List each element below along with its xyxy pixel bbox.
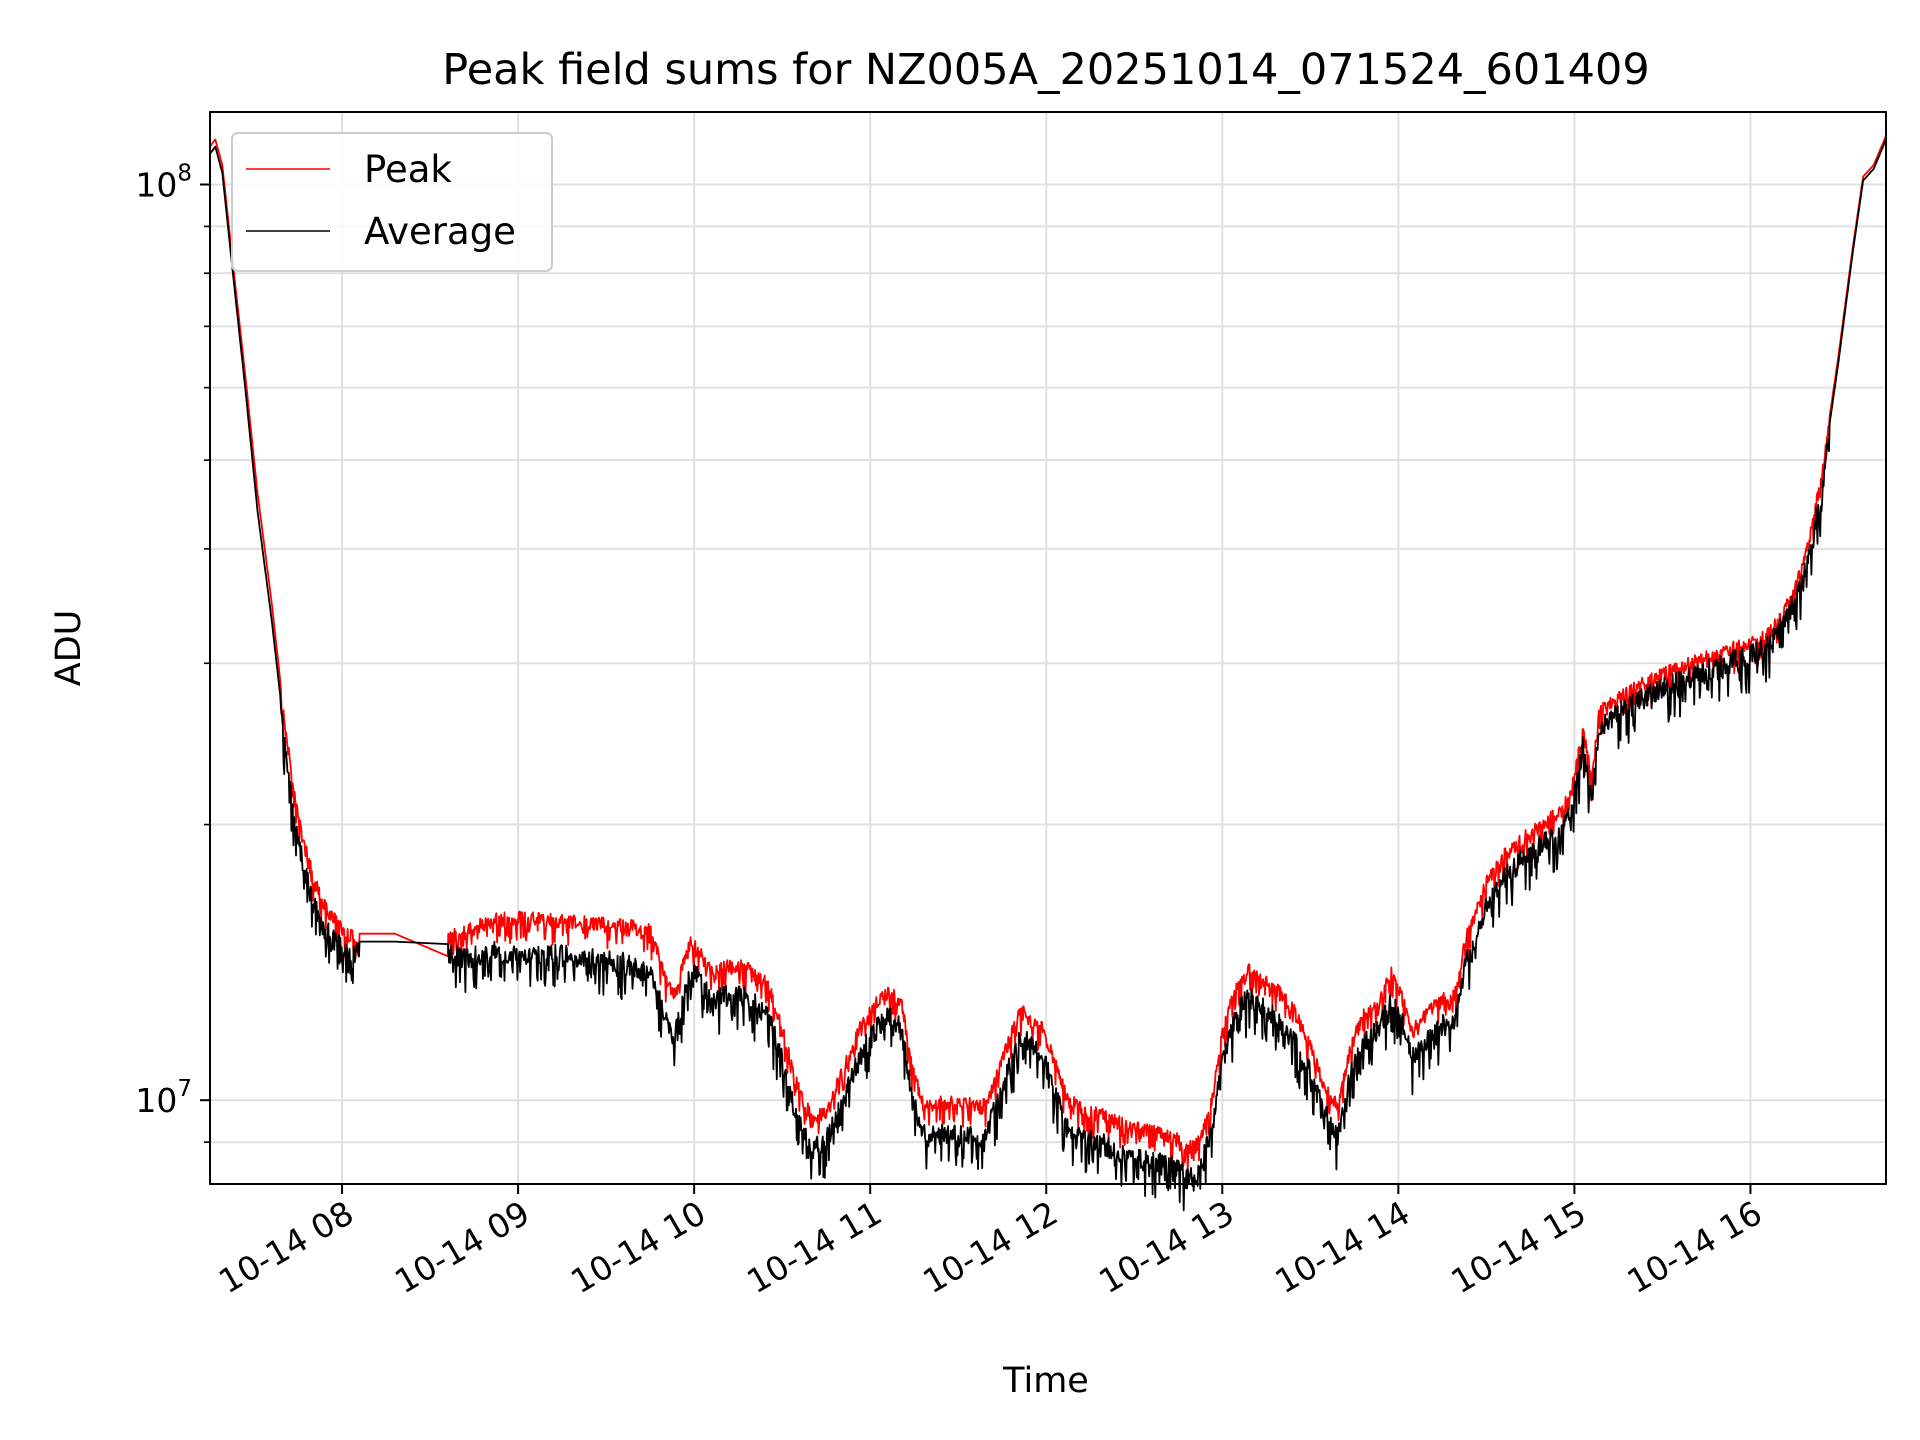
x-axis-label: Time [1002, 1361, 1089, 1401]
y-tick-base: 10 [135, 1081, 177, 1120]
chart-title: Peak field sums for NZ005A_20251014_0715… [442, 45, 1649, 95]
plot-frame [209, 111, 1887, 1185]
minor-gridlines [210, 225, 1886, 1144]
y-tick-label: 108 [135, 161, 192, 205]
legend-average-label: Average [364, 210, 516, 253]
legend-peak-label: Peak [364, 148, 452, 191]
legend-box [231, 132, 553, 272]
y-tick-exponent: 7 [177, 1076, 192, 1102]
major-gridlines [210, 112, 1886, 1184]
plot-area [209, 111, 1887, 1212]
legend: Peak Average [231, 132, 553, 272]
series-layer [209, 135, 1887, 1212]
y-axis-label: ADU [49, 610, 89, 687]
series-line-average [209, 139, 1887, 1212]
y-tick-base: 10 [135, 166, 177, 205]
plot-background [210, 112, 1886, 1184]
y-tick-label: 107 [135, 1076, 192, 1120]
y-tick-exponent: 8 [177, 161, 192, 187]
